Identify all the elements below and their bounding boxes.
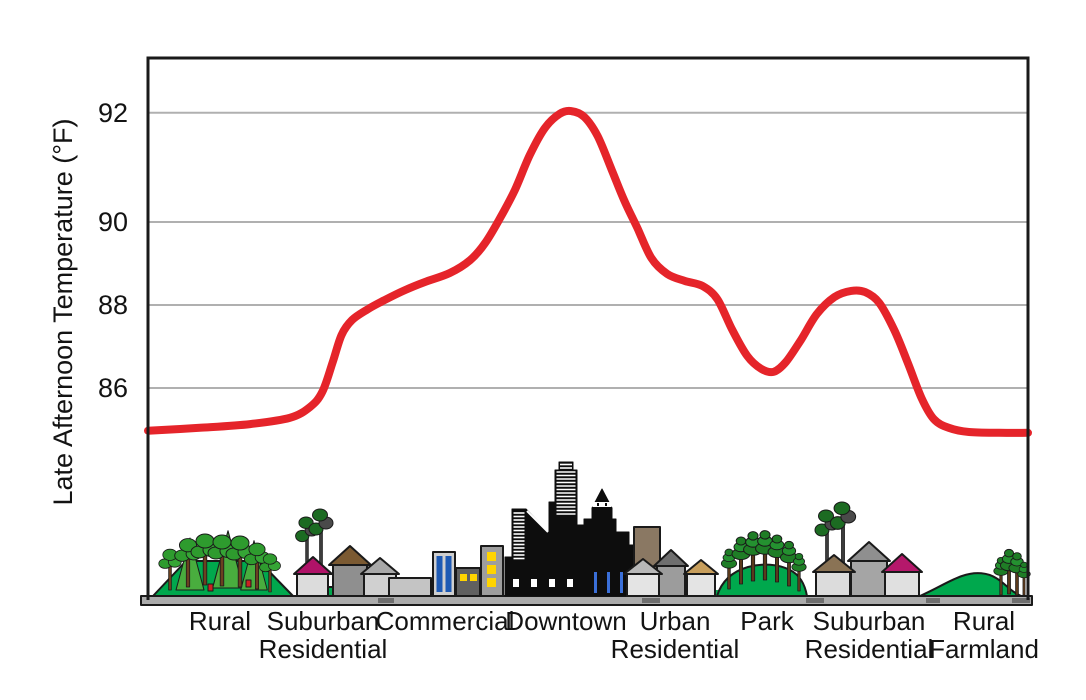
barrel-icons <box>207 579 252 592</box>
x-zone-label-rural-farmland: Rural Farmland <box>929 606 1039 664</box>
rural-farmland-illustration <box>919 548 1032 597</box>
gridlines <box>148 111 1028 389</box>
ground-strip <box>140 595 1033 606</box>
x-zone-label-downtown: Downtown <box>505 606 627 636</box>
plot-frame <box>146 56 1030 600</box>
y-tick-label-90: 90 <box>97 207 128 237</box>
suburban-residential-right-illustration <box>812 500 923 597</box>
cityscape-illustration <box>140 461 1033 606</box>
rural-illustration <box>152 530 294 597</box>
x-zone-label-suburban-residential-right: Suburban Residential <box>804 606 934 664</box>
urban-residential-illustration <box>623 526 724 597</box>
commercial-illustration <box>388 545 504 597</box>
y-tick-label-86: 86 <box>97 373 128 403</box>
suburban-residential-left-illustration <box>293 508 400 597</box>
window-lights <box>594 572 623 593</box>
sidewalk-segments <box>378 598 1030 603</box>
building-stripes <box>513 463 576 560</box>
x-zone-label-suburban-residential-left: Suburban Residential <box>258 606 388 664</box>
x-zone-label-commercial: Commercial <box>375 606 515 636</box>
x-zone-label-rural: Rural <box>188 606 252 636</box>
x-zone-label-park: Park <box>740 606 794 636</box>
y-tick-label-88: 88 <box>97 290 128 320</box>
downtown-illustration <box>504 461 642 597</box>
park-illustration <box>716 529 808 597</box>
y-tick-label-92: 92 <box>97 98 128 128</box>
x-zone-label-urban-residential: Urban Residential <box>610 606 740 664</box>
temperature-curve <box>144 106 1032 437</box>
